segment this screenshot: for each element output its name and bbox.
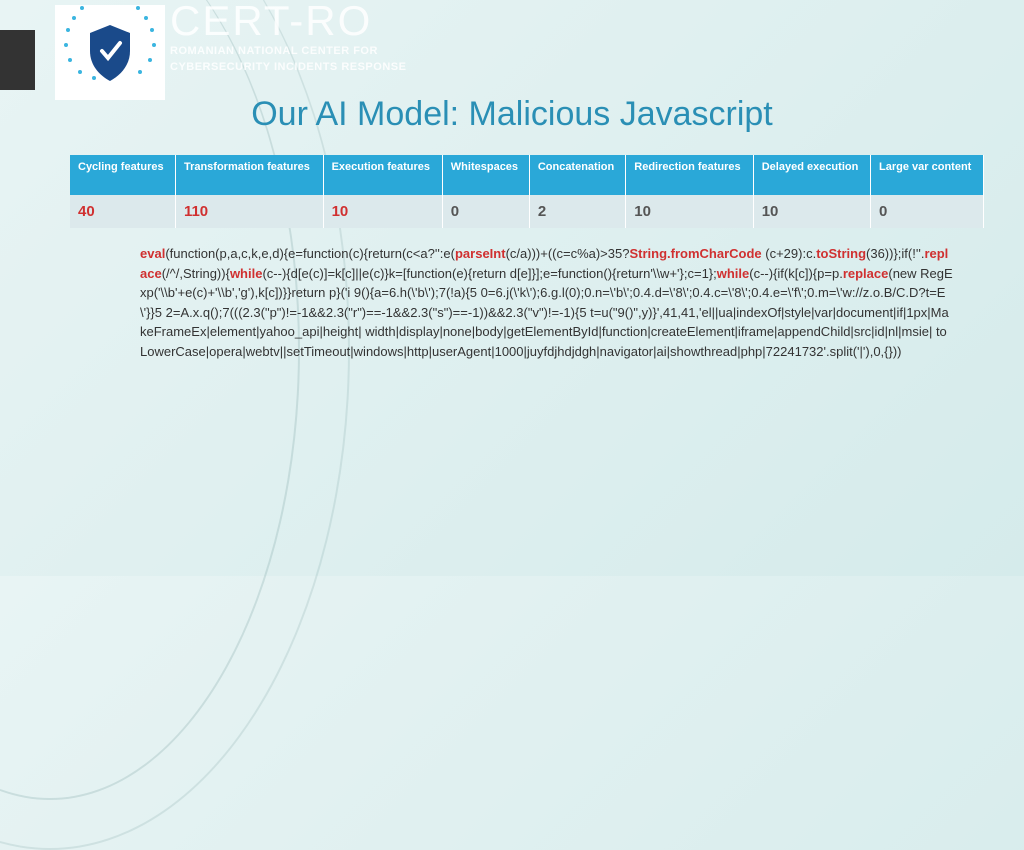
table-header: Transformation features	[175, 155, 323, 195]
code-keyword: while	[230, 266, 263, 281]
table-cell: 40	[70, 195, 175, 228]
code-text: (36))};if(!''.	[866, 246, 924, 261]
code-text: (c+29):c.	[762, 246, 817, 261]
code-text: (c--){d[e(c)]=k[c]||e(c)}k=[function(e){…	[262, 266, 716, 281]
table-header: Whitespaces	[442, 155, 529, 195]
table-cell: 10	[753, 195, 870, 228]
brand-subtitle-1: ROMANIAN NATIONAL CENTER FOR	[170, 44, 406, 58]
table-header: Execution features	[323, 155, 442, 195]
logo-container	[55, 5, 165, 100]
code-keyword: eval	[140, 246, 165, 261]
table-header: Cycling features	[70, 155, 175, 195]
brand-title: CERT-RO	[170, 0, 406, 42]
table-cell: 0	[871, 195, 984, 228]
table-cell: 0	[442, 195, 529, 228]
code-text: (function(p,a,c,k,e,d){e=function(c){ret…	[165, 246, 455, 261]
code-text: (c/a)))+((c=c%a)>35?	[506, 246, 630, 261]
page-title: Our AI Model: Malicious Javascript	[0, 95, 1024, 134]
table-cell: 10	[323, 195, 442, 228]
code-text: (c--){if(k[c]){p=p.	[749, 266, 843, 281]
code-keyword: String.fromCharCode	[629, 246, 761, 261]
dark-side-bar	[0, 30, 35, 90]
code-text: (/^/,String)){	[162, 266, 230, 281]
table-cell: 2	[529, 195, 625, 228]
table-header: Redirection features	[626, 155, 753, 195]
code-keyword: toString	[816, 246, 866, 261]
table-data-row: 40110100210100	[70, 195, 984, 228]
table-header-row: Cycling featuresTransformation featuresE…	[70, 155, 984, 195]
table-header: Large var content	[871, 155, 984, 195]
brand-block: CERT-RO ROMANIAN NATIONAL CENTER FOR CYB…	[170, 0, 406, 75]
features-table: Cycling featuresTransformation featuresE…	[70, 155, 984, 228]
code-keyword: replace	[843, 266, 889, 281]
table-header: Concatenation	[529, 155, 625, 195]
table-header: Delayed execution	[753, 155, 870, 195]
shield-icon	[85, 23, 135, 83]
code-keyword: while	[717, 266, 750, 281]
code-sample: eval(function(p,a,c,k,e,d){e=function(c)…	[140, 244, 954, 361]
brand-subtitle-2: CYBERSECURITY INCIDENTS RESPONSE	[170, 60, 406, 74]
table-cell: 110	[175, 195, 323, 228]
code-keyword: parseInt	[455, 246, 506, 261]
table-cell: 10	[626, 195, 753, 228]
